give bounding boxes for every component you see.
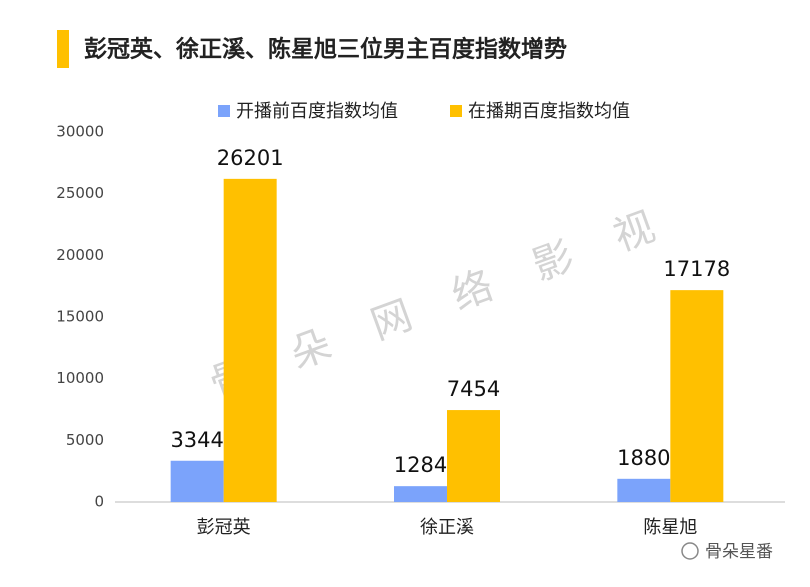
y-tick-label: 15000 — [56, 308, 104, 326]
bar — [394, 486, 447, 502]
bar — [170, 460, 224, 502]
x-tick-label: 徐正溪 — [420, 517, 474, 538]
source: 骨朵星番 — [705, 542, 773, 562]
value-label: 1880 — [617, 446, 670, 470]
bar — [223, 178, 277, 502]
chart-title: 彭冠英、徐正溪、陈星旭三位男主百度指数增势 — [84, 36, 567, 63]
y-tick-label: 5000 — [66, 431, 104, 449]
x-tick-label: 陈星旭 — [643, 517, 697, 538]
legend-swatch — [450, 105, 462, 117]
legend-label: 开播前百度指数均值 — [236, 101, 398, 122]
legend-swatch — [218, 105, 230, 117]
bar — [447, 410, 500, 502]
y-tick-label: 20000 — [56, 246, 104, 264]
y-tick-label: 10000 — [56, 369, 104, 387]
value-label: 7454 — [447, 377, 500, 401]
value-label: 1284 — [394, 453, 447, 477]
source-icon — [681, 542, 699, 560]
title-accent — [57, 30, 69, 68]
value-label: 26201 — [217, 146, 284, 170]
value-label: 17178 — [663, 257, 730, 281]
bar — [617, 478, 671, 502]
y-tick-label: 0 — [94, 493, 104, 511]
bar — [670, 290, 724, 502]
x-tick-label: 彭冠英 — [197, 517, 251, 538]
legend-label: 在播期百度指数均值 — [468, 101, 630, 122]
y-tick-label: 30000 — [56, 123, 104, 141]
y-tick-label: 25000 — [56, 184, 104, 202]
value-label: 3344 — [170, 428, 223, 452]
